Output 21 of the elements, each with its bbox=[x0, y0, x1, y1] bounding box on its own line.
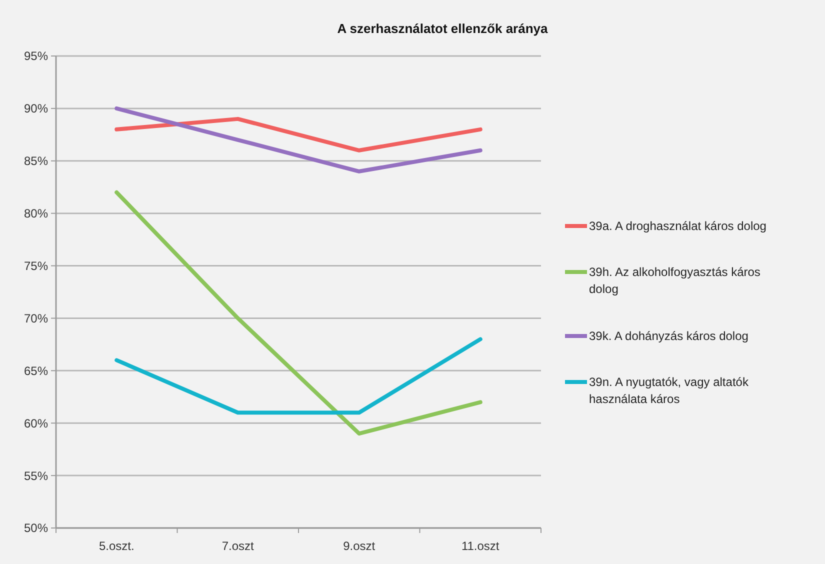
y-tick-label: 55% bbox=[24, 468, 48, 483]
chart-title: A szerhasználatot ellenzők aránya bbox=[337, 21, 549, 36]
y-tick-label: 85% bbox=[24, 154, 48, 168]
y-tick-label: 60% bbox=[24, 416, 48, 430]
legend-label: 39h. Az alkoholfogyasztás káros dolog bbox=[589, 265, 760, 296]
legend-label: 39a. A droghasználat káros dolog bbox=[589, 219, 766, 233]
y-tick-label: 80% bbox=[24, 206, 48, 221]
y-tick-label: 70% bbox=[24, 311, 48, 326]
x-tick-label: 11.oszt bbox=[461, 539, 500, 553]
x-tick-label: 5.oszt. bbox=[98, 539, 134, 553]
y-tick-label: 50% bbox=[24, 521, 48, 536]
line-series bbox=[114, 106, 482, 174]
line-series bbox=[114, 190, 482, 436]
y-tick-label: 95% bbox=[24, 49, 48, 64]
y-tick-label: 65% bbox=[24, 364, 48, 378]
legend-label: 39n. A nyugtatók, vagy altatók használata káros bbox=[589, 375, 750, 406]
legend-label: 39k. A dohányzás káros dolog bbox=[589, 329, 748, 343]
x-tick-label: 9.oszt bbox=[343, 539, 376, 553]
x-tick-label: 7.oszt bbox=[222, 539, 255, 553]
y-tick-label: 90% bbox=[24, 102, 48, 116]
y-tick-label: 75% bbox=[24, 258, 48, 273]
